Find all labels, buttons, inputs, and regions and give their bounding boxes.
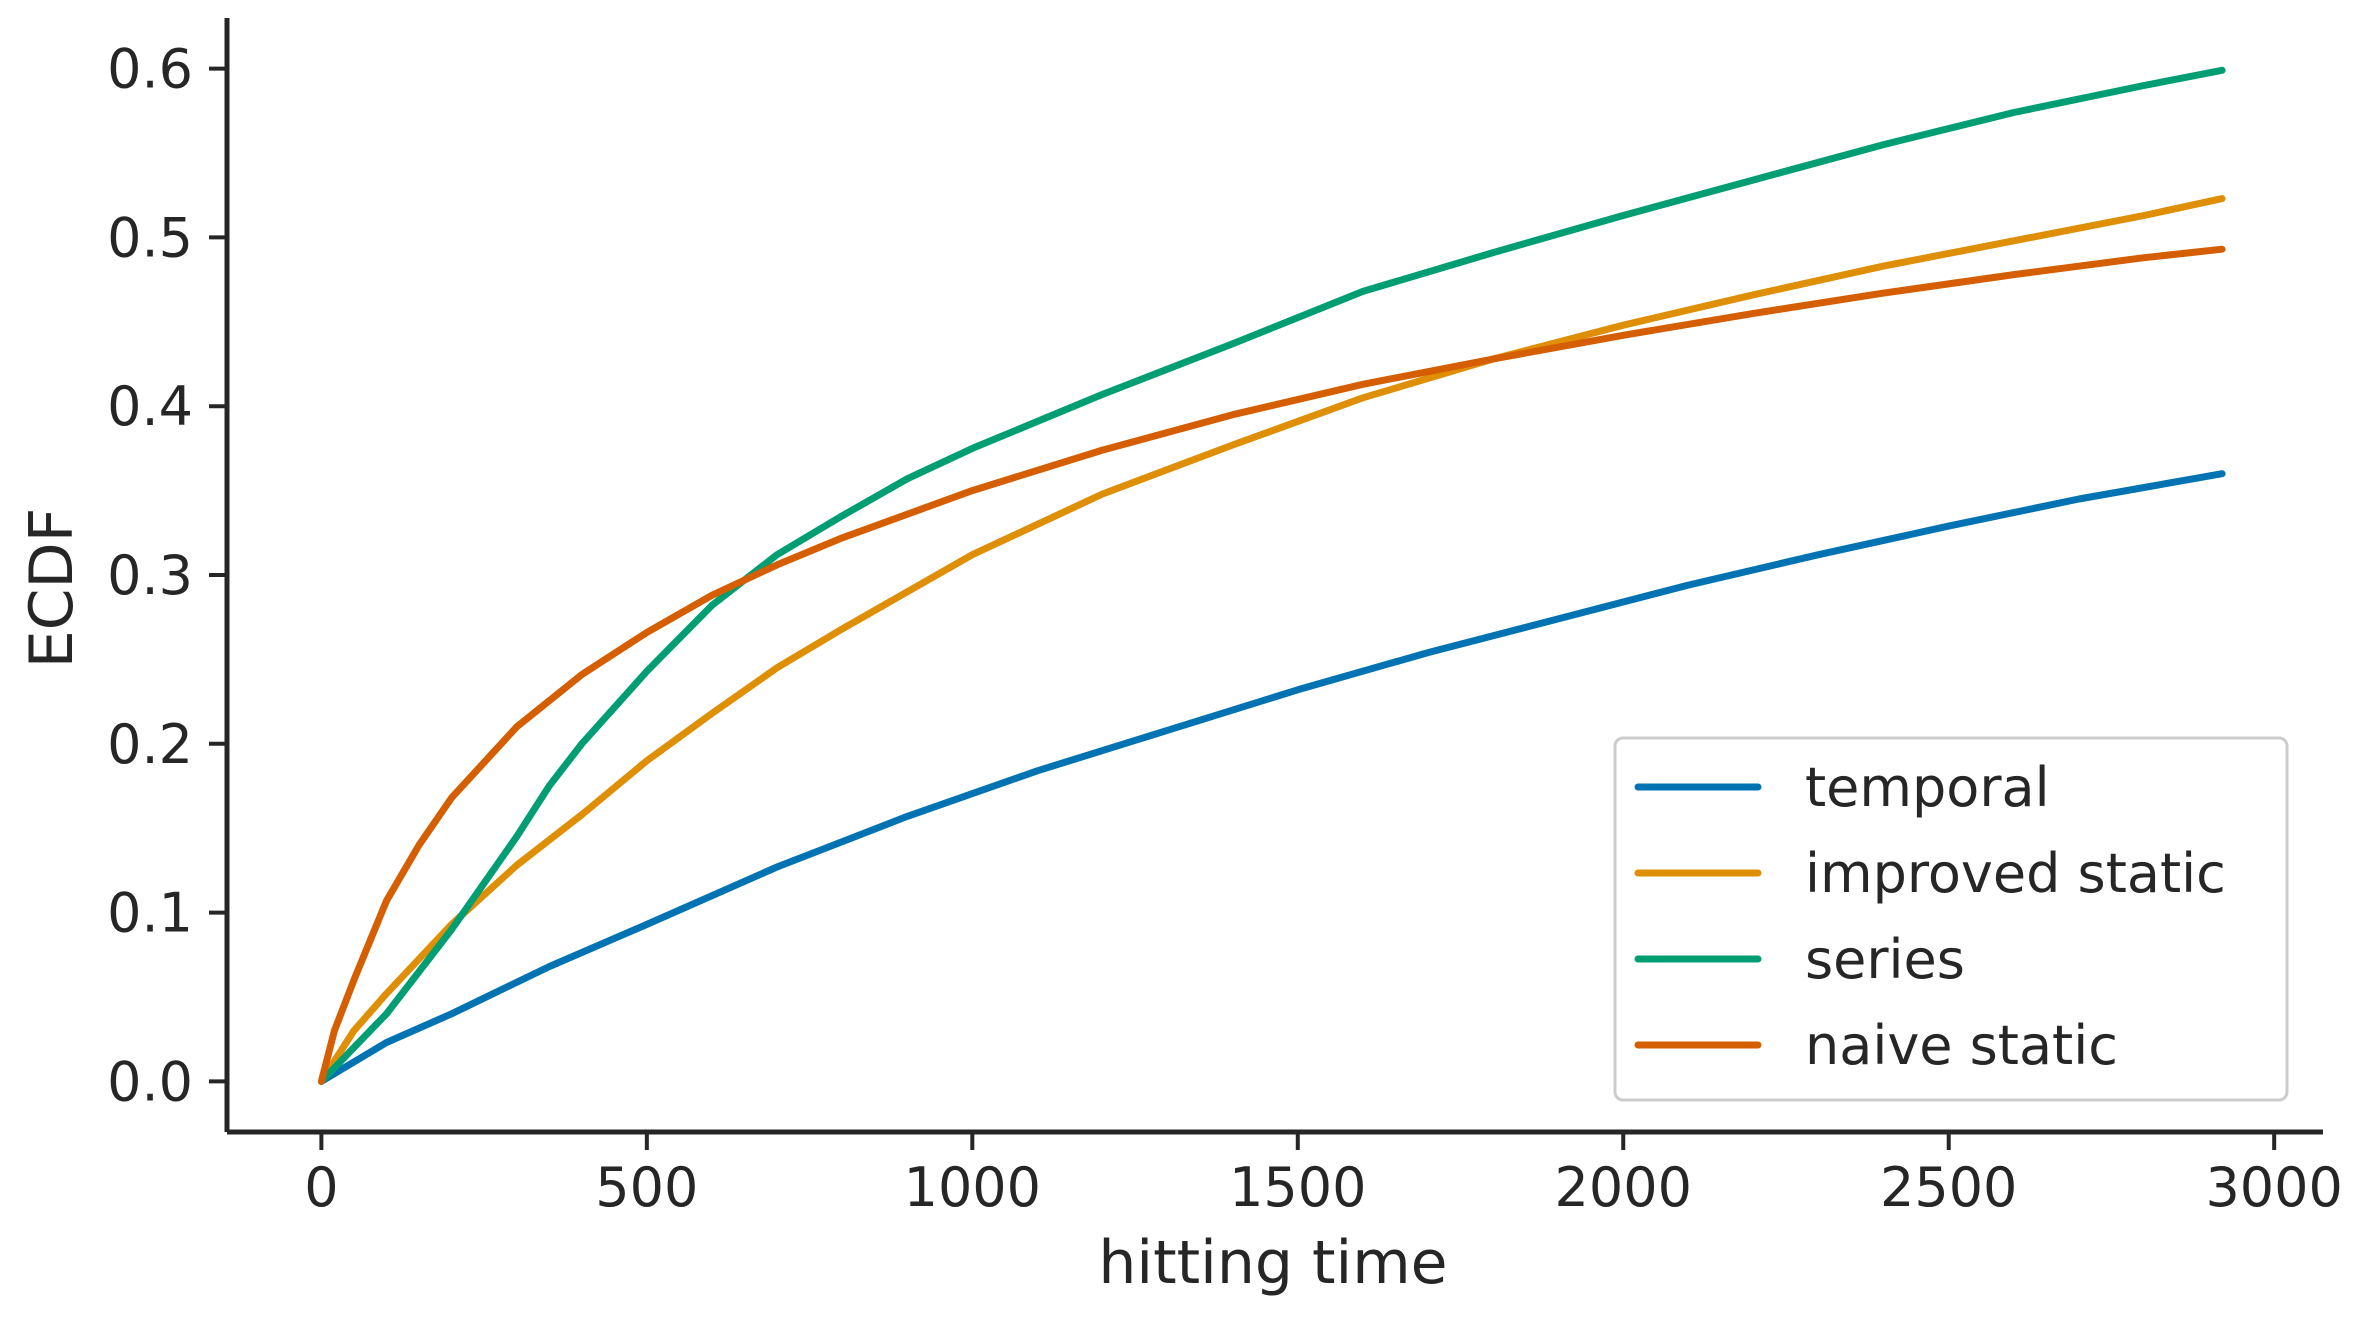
x-tick-label: 1500 bbox=[1229, 1156, 1366, 1219]
series-line-improved-static bbox=[317, 195, 2226, 1085]
y-tick-label: 0.2 bbox=[107, 713, 193, 776]
series-layer bbox=[317, 66, 2226, 1085]
legend-label: temporal bbox=[1805, 756, 2050, 819]
x-tick-label: 2500 bbox=[1880, 1156, 2017, 1219]
y-tick-label: 0.3 bbox=[107, 544, 193, 607]
y-tick-label: 0.4 bbox=[107, 375, 193, 438]
x-ticks: 0 500 1000 1500 2000 2500 3000 bbox=[304, 1132, 2343, 1219]
legend-label: naive static bbox=[1805, 1014, 2118, 1077]
x-axis-label: hitting time bbox=[1098, 1228, 1447, 1298]
x-tick-label: 0 bbox=[304, 1156, 338, 1219]
legend-label: improved static bbox=[1805, 842, 2226, 905]
y-axis-label: ECDF bbox=[17, 508, 87, 669]
legend-label: series bbox=[1805, 928, 1965, 991]
y-tick-label: 0.5 bbox=[107, 206, 193, 269]
series-line-naive-static bbox=[317, 245, 2226, 1085]
x-tick-label: 2000 bbox=[1555, 1156, 1692, 1219]
legend: temporal improved static series naive stati… bbox=[1613, 736, 2289, 1102]
series-line-temporal bbox=[317, 470, 2226, 1085]
y-tick-label: 0.1 bbox=[107, 882, 193, 945]
legend-box bbox=[1613, 736, 2289, 1102]
x-tick-label: 500 bbox=[595, 1156, 698, 1219]
y-tick-label: 0.0 bbox=[107, 1050, 193, 1113]
x-tick-label: 1000 bbox=[904, 1156, 1041, 1219]
legend-entries: temporal improved static series naive stati… bbox=[1634, 756, 2226, 1077]
series-line-series bbox=[317, 66, 2226, 1085]
y-ticks: 0.0 0.1 0.2 0.3 0.4 0.5 0.6 bbox=[107, 38, 227, 1113]
x-tick-label: 3000 bbox=[2205, 1156, 2342, 1219]
y-tick-label: 0.6 bbox=[107, 38, 193, 101]
